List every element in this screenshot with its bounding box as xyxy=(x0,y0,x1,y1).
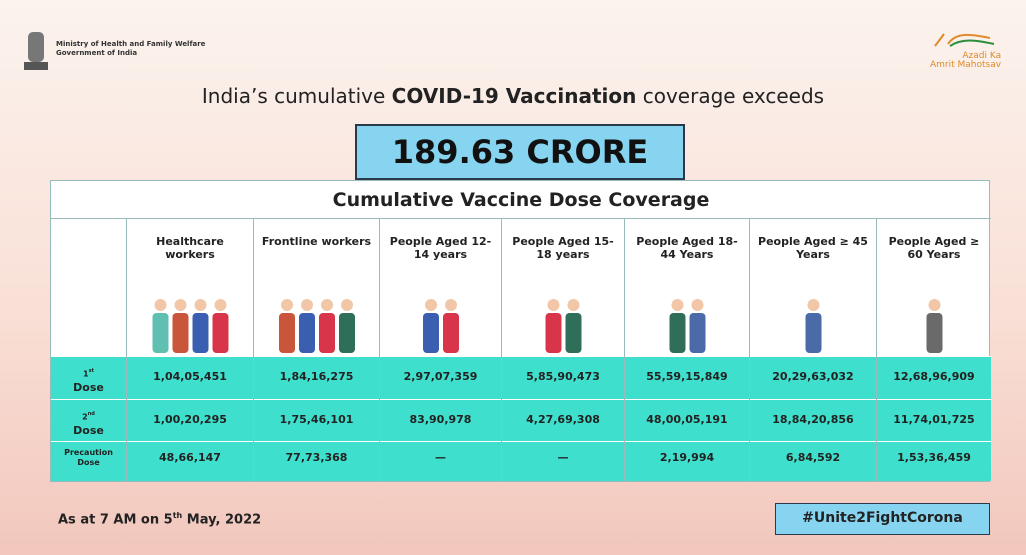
ordinal-sup: nd xyxy=(88,411,95,417)
table-cell: 11,74,01,725 xyxy=(877,413,991,426)
table-cell: 77,73,368 xyxy=(254,451,379,464)
table-column: Frontline workers 1,84,16,275 1,75,46,101 7… xyxy=(253,219,379,481)
headline: 189.63 CRORE xyxy=(355,124,685,180)
table-cell: 1,00,20,295 xyxy=(127,413,253,426)
table-cell: 1,53,36,459 xyxy=(877,451,991,464)
column-header: Healthcare workers xyxy=(133,235,247,261)
row-ordinal: 2nd xyxy=(51,408,126,424)
logo-word: Amrit xyxy=(930,60,955,70)
column-header: People Aged 18-44 Years xyxy=(631,235,743,261)
ordinal-sup: st xyxy=(89,368,94,374)
logo-mark xyxy=(930,30,1000,50)
illustration xyxy=(127,285,254,355)
table-column: People Aged 12-14 years 2,97,07,359 83,90,… xyxy=(379,219,501,481)
table-cell: 18,84,20,856 xyxy=(750,413,876,426)
table-cell: 12,68,96,909 xyxy=(877,370,991,383)
table-cell: 55,59,15,849 xyxy=(625,370,749,383)
illustration xyxy=(502,285,625,355)
table-cell: 5,85,90,473 xyxy=(502,370,624,383)
title-text: coverage exceeds xyxy=(643,84,824,108)
table-cell: — xyxy=(380,451,501,464)
emblem xyxy=(20,28,52,76)
table-cell: 2,97,07,359 xyxy=(380,370,501,383)
table-column: People Aged ≥ 45 Years 20,29,63,032 18,84,… xyxy=(749,219,876,481)
table-cell: 4,27,69,308 xyxy=(502,413,624,426)
table-title: Cumulative Vaccine Dose Coverage xyxy=(51,181,991,219)
illustration xyxy=(254,285,380,355)
date-text: May, 2022 xyxy=(187,512,261,527)
footer-date: As at 7 AM on 5th May, 2022 xyxy=(58,511,261,527)
table-cell: 48,66,147 xyxy=(127,451,253,464)
illustration xyxy=(877,285,992,355)
column-header: People Aged ≥ 60 Years xyxy=(883,235,985,261)
table-cell: 48,00,05,191 xyxy=(625,413,749,426)
column-header: People Aged ≥ 45 Years xyxy=(756,235,870,261)
hashtag: #Unite2FightCorona xyxy=(775,503,990,535)
illustration xyxy=(750,285,877,355)
row-word: Precaution Dose xyxy=(51,448,126,468)
title-bold: COVID-19 Vaccination xyxy=(392,84,637,108)
date-sup: th xyxy=(173,511,183,520)
table-column: People Aged 15-18 years 5,85,90,473 4,27,6… xyxy=(501,219,624,481)
title-text: India’s cumulative xyxy=(202,84,385,108)
table-cell: 1,84,16,275 xyxy=(254,370,379,383)
table-cell: 1,75,46,101 xyxy=(254,413,379,426)
table-cell: 2,19,994 xyxy=(625,451,749,464)
table-cell: 6,84,592 xyxy=(750,451,876,464)
logo: Azadi Ka Amrit Mahotsav xyxy=(930,52,1001,70)
column-header: People Aged 15-18 years xyxy=(508,235,618,261)
table-column: People Aged 18-44 Years 55,59,15,849 48,00… xyxy=(624,219,749,481)
table-column: Healthcare workers 1,04,05,451 1,00,20,295… xyxy=(126,219,253,481)
table-column: People Aged ≥ 60 Years 12,68,96,909 11,74,… xyxy=(876,219,991,481)
date-text: As at 7 AM on 5 xyxy=(58,512,173,527)
ministry-line: Ministry of Health and Family Welfare xyxy=(56,40,205,49)
table-cell: 20,29,63,032 xyxy=(750,370,876,383)
column-header: People Aged 12-14 years xyxy=(386,235,495,261)
row-ordinal: 1st xyxy=(51,365,126,381)
illustration xyxy=(625,285,750,355)
ministry: Ministry of Health and Family Welfare Go… xyxy=(56,40,205,58)
illustration xyxy=(380,285,502,355)
table-cell: 1,04,05,451 xyxy=(127,370,253,383)
infographic: Ministry of Health and Family Welfare Go… xyxy=(0,0,1026,555)
table-cell: 83,90,978 xyxy=(380,413,501,426)
table-cell: — xyxy=(502,451,624,464)
ministry-line: Government of India xyxy=(56,49,205,58)
column-header: Frontline workers xyxy=(260,235,373,248)
row-word: Dose xyxy=(51,381,126,394)
row-word: Dose xyxy=(51,424,126,437)
logo-word: Mahotsav xyxy=(958,60,1002,70)
title: India’s cumulative COVID-19 Vaccination … xyxy=(0,84,1026,108)
row-label: Precaution Dose xyxy=(51,448,126,468)
